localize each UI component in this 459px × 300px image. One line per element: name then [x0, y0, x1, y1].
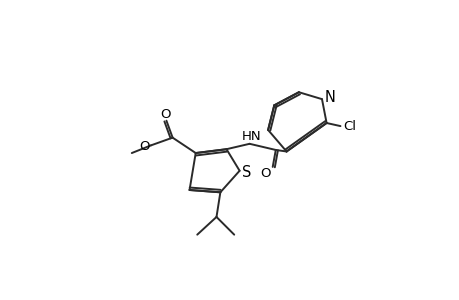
- Text: O: O: [140, 140, 150, 153]
- Text: O: O: [259, 167, 270, 180]
- Text: Cl: Cl: [342, 120, 355, 133]
- Text: N: N: [324, 90, 335, 105]
- Text: HN: HN: [241, 130, 260, 143]
- Text: O: O: [160, 108, 171, 121]
- Text: S: S: [241, 165, 251, 180]
